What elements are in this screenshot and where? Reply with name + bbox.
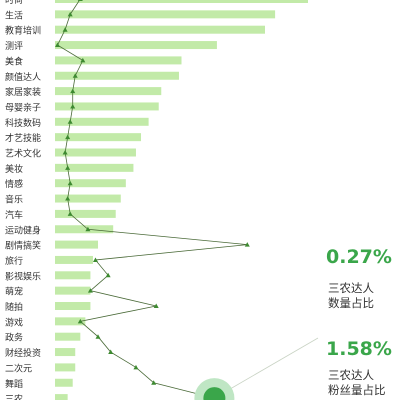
bar xyxy=(55,71,179,80)
line-point xyxy=(67,180,73,186)
line-point xyxy=(85,226,91,232)
bar xyxy=(55,25,265,34)
category-label: 美妆 xyxy=(5,163,23,175)
category-label: 母婴亲子 xyxy=(5,101,41,113)
stat-value-fans-share: 1.58% xyxy=(326,338,392,360)
category-label: 二次元 xyxy=(5,362,32,374)
line-point xyxy=(55,42,61,48)
line-point xyxy=(244,242,250,247)
category-label: 生活 xyxy=(5,9,23,21)
category-label: 政务 xyxy=(5,332,23,344)
line-point xyxy=(72,73,78,78)
line-point xyxy=(62,27,68,32)
category-label: 三农 xyxy=(5,393,23,400)
category-label: 萌宠 xyxy=(5,286,23,298)
category-label: 运动健身 xyxy=(5,224,41,236)
category-label: 才艺技能 xyxy=(5,132,41,144)
line-point xyxy=(65,134,71,140)
category-label: 情感 xyxy=(5,178,23,190)
category-label: 旅行 xyxy=(5,255,23,267)
bar xyxy=(55,163,134,172)
line-point xyxy=(87,288,93,293)
highlight-point xyxy=(203,387,226,400)
bar xyxy=(55,286,91,295)
line-point xyxy=(77,318,83,324)
bar xyxy=(55,394,68,400)
bar xyxy=(55,271,91,280)
bar xyxy=(55,41,217,50)
bar xyxy=(55,133,142,142)
bar xyxy=(55,56,182,65)
bar xyxy=(55,148,136,157)
line-point xyxy=(70,103,76,109)
category-label: 舞蹈 xyxy=(5,379,23,390)
bar xyxy=(55,332,81,341)
bar xyxy=(55,0,308,3)
bar xyxy=(55,363,76,372)
line-point xyxy=(62,150,68,155)
line-point xyxy=(65,196,71,201)
line-point xyxy=(80,57,86,63)
bar xyxy=(55,225,114,234)
bar xyxy=(55,348,76,357)
line-point xyxy=(151,380,157,385)
bar xyxy=(55,378,73,387)
line-point xyxy=(67,119,73,124)
line-point xyxy=(153,303,159,308)
line-point xyxy=(92,257,98,262)
category-label: 教育培训 xyxy=(5,25,41,37)
bar xyxy=(55,317,86,326)
category-label: 家居家装 xyxy=(5,86,41,98)
line-point xyxy=(67,211,73,216)
bar xyxy=(55,302,91,310)
bar xyxy=(55,209,116,218)
bar xyxy=(55,194,121,203)
category-label: 随拍 xyxy=(5,301,23,313)
line-point xyxy=(95,334,101,339)
bar xyxy=(55,102,159,111)
bar xyxy=(55,117,149,126)
category-label: 科技数码 xyxy=(5,117,41,129)
category-label: 颜值达人 xyxy=(5,71,41,83)
category-label: 游戏 xyxy=(5,316,23,328)
stat-label-fans-share-line2: 粉丝量占比 xyxy=(328,383,386,397)
category-label: 音乐 xyxy=(5,194,23,206)
bar xyxy=(55,179,126,188)
category-label: 汽车 xyxy=(5,209,23,221)
stat-value-count-share: 0.27% xyxy=(326,246,392,268)
category-label: 影视娱乐 xyxy=(5,270,41,282)
stat-label-count-share-line1: 三农达人 xyxy=(328,281,374,295)
category-label: 艺术文化 xyxy=(5,148,41,160)
line-point xyxy=(108,349,114,355)
bar xyxy=(55,255,93,264)
bar xyxy=(55,87,162,96)
stat-label-count-share-line2: 数量占比 xyxy=(328,296,374,310)
category-label: 时尚 xyxy=(5,0,23,6)
line-point xyxy=(77,0,83,1)
line-point xyxy=(70,88,76,94)
category-label: 剧情搞笑 xyxy=(5,240,41,252)
category-label: 美食 xyxy=(5,55,23,67)
line-point xyxy=(133,364,139,370)
bar xyxy=(55,240,99,249)
line-point xyxy=(67,11,73,17)
stat-label-fans-share-line1: 三农达人 xyxy=(328,368,374,382)
category-label: 测评 xyxy=(5,41,23,52)
line-point xyxy=(105,272,111,278)
line-point xyxy=(65,165,71,170)
bar xyxy=(55,10,276,19)
category-label: 财经投资 xyxy=(5,347,41,359)
